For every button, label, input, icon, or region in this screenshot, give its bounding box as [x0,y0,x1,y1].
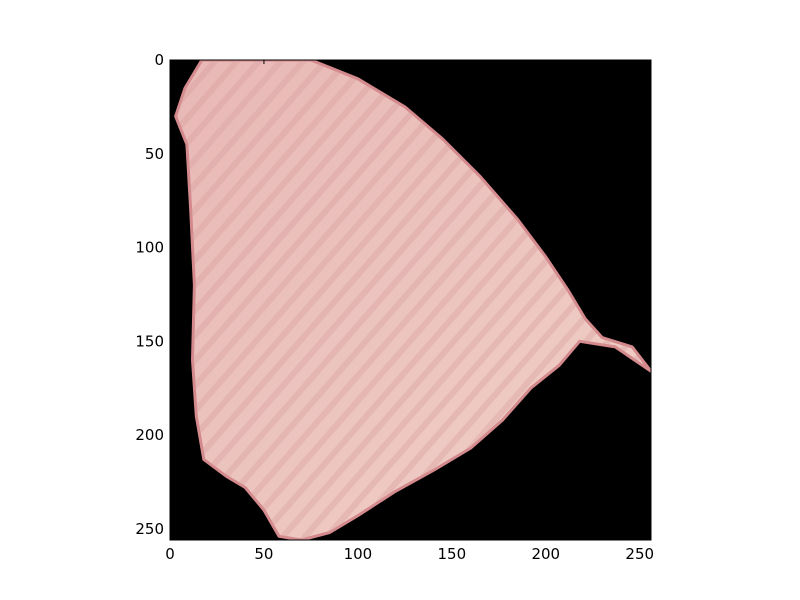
y-tick-label: 250 [135,520,164,538]
x-tick-label: 0 [165,545,175,563]
axes-frame [169,59,652,541]
x-axis: 0 50 100 150 200 250 [165,60,654,563]
y-tick-label: 200 [135,426,164,444]
x-tick-label: 150 [438,545,467,563]
y-axis: 0 50 100 150 200 250 [135,51,651,538]
y-tick-label: 0 [154,51,164,69]
y-tick-label: 100 [135,239,164,257]
x-tick-label: 50 [254,545,273,563]
image-region [174,60,651,540]
x-tick-label: 250 [625,545,654,563]
x-tick-label: 100 [344,545,373,563]
y-tick-label: 50 [145,145,164,163]
y-tick-label: 150 [135,332,164,350]
x-tick-label: 200 [531,545,560,563]
